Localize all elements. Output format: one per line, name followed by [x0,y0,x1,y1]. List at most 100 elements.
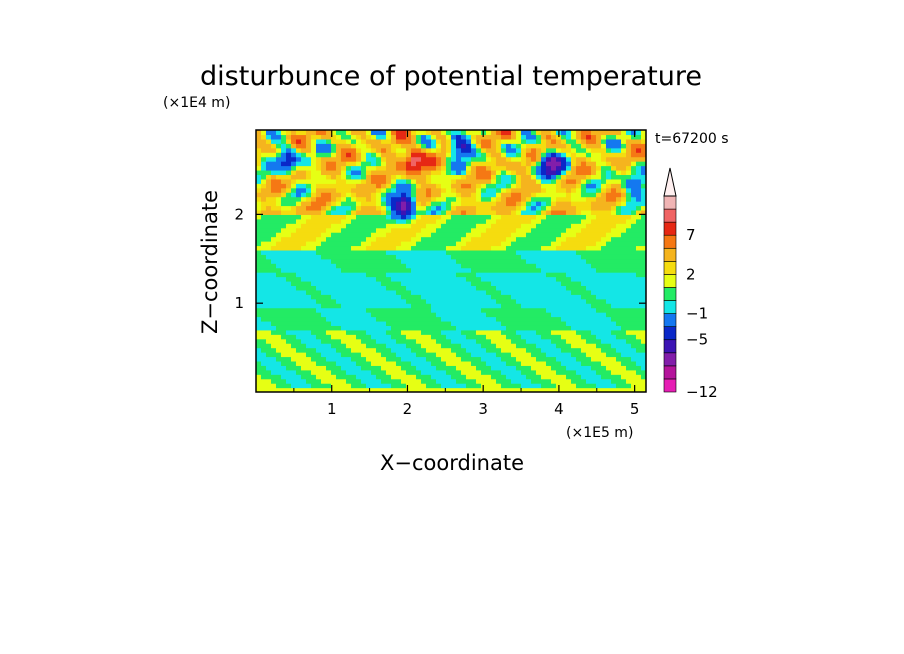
heatmap-cell [486,369,492,375]
heatmap-cell [506,356,512,362]
heatmap-cell [411,205,417,211]
heatmap-cell [311,227,317,233]
heatmap-cell [321,138,327,144]
heatmap-cell [266,214,272,220]
heatmap-cell [501,298,507,304]
heatmap-cell [551,374,557,380]
heatmap-cell [626,196,632,202]
heatmap-cell [401,232,407,238]
heatmap-cell [361,161,367,167]
heatmap-cell [366,276,372,282]
heatmap-cell [381,360,387,366]
heatmap-cell [296,218,302,224]
heatmap-cell [526,356,532,362]
heatmap-cell [371,192,377,198]
heatmap-cell [296,347,302,353]
heatmap-cell [436,232,442,238]
heatmap-cell [496,383,502,389]
heatmap-cell [541,383,547,389]
heatmap-cell [576,192,582,198]
heatmap-cell [336,312,342,318]
heatmap-cell [306,383,312,389]
heatmap-cell [551,183,557,189]
heatmap-cell [551,263,557,269]
heatmap-cell [366,352,372,358]
heatmap-cell [416,338,422,344]
heatmap-cell [581,347,587,353]
heatmap-cell [616,338,622,344]
heatmap-cell [451,312,457,318]
heatmap-cell [591,169,597,176]
heatmap-cell [356,374,362,380]
heatmap-cell [266,232,272,238]
heatmap-cell [556,205,562,211]
heatmap-cell [451,187,457,193]
heatmap-cell [431,383,437,389]
heatmap-cell [436,156,442,162]
heatmap-cell [391,209,397,215]
heatmap-cell [531,387,537,392]
heatmap-cell [416,209,422,215]
heatmap-cell [366,183,372,189]
heatmap-cell [286,356,292,362]
heatmap-cell [281,307,287,313]
heatmap-cell [561,352,567,358]
heatmap-cell [311,338,317,344]
heatmap-cell [306,178,312,184]
heatmap-cell [606,214,612,220]
heatmap-cell [516,263,522,269]
heatmap-cell [381,294,387,300]
heatmap-cell [571,134,577,140]
heatmap-cell [566,356,572,362]
heatmap-cell [321,312,327,318]
heatmap-cell [331,258,337,264]
heatmap-cell [436,241,442,247]
heatmap-cell [316,387,322,392]
heatmap-cell [636,356,642,362]
heatmap-cell [616,174,622,180]
heatmap-cell [476,289,482,295]
heatmap-cell [486,249,492,255]
heatmap-cell [276,378,282,384]
heatmap-cell [321,263,327,269]
heatmap-cell [486,280,492,287]
heatmap-cell [611,236,617,242]
heatmap-cell [501,130,507,136]
heatmap-cell [546,169,552,176]
heatmap-cell [616,169,622,176]
heatmap-cell [506,192,512,198]
heatmap-cell [266,316,272,322]
heatmap-cell [341,267,347,273]
heatmap-cell [376,161,382,167]
heatmap-cell [271,178,277,184]
heatmap-cell [596,343,602,349]
heatmap-cell [551,152,557,158]
heatmap-cell [421,232,427,238]
heatmap-cell [261,303,267,309]
heatmap-cell [281,325,287,331]
heatmap-cell [261,258,267,264]
heatmap-cell [276,329,282,335]
heatmap-cell [446,378,452,384]
heatmap-cell [351,338,357,344]
heatmap-cell [481,249,487,255]
heatmap-cell [616,258,622,264]
heatmap-cell [426,294,432,300]
heatmap-cell [456,285,462,291]
heatmap-cell [331,143,337,149]
heatmap-cell [541,209,547,215]
heatmap-cell [591,249,597,255]
heatmap-cell [291,227,297,233]
heatmap-cell [636,169,642,176]
heatmap-cell [591,161,597,167]
heatmap-cell [591,209,597,215]
heatmap-cell [281,365,287,371]
heatmap-cell [386,285,392,291]
heatmap-cell [566,196,572,202]
heatmap-cell [471,254,477,260]
heatmap-cell [366,187,372,193]
heatmap-cell [391,329,397,335]
heatmap-cell [631,352,637,358]
heatmap-cell [336,223,342,229]
heatmap-cell [311,147,317,153]
